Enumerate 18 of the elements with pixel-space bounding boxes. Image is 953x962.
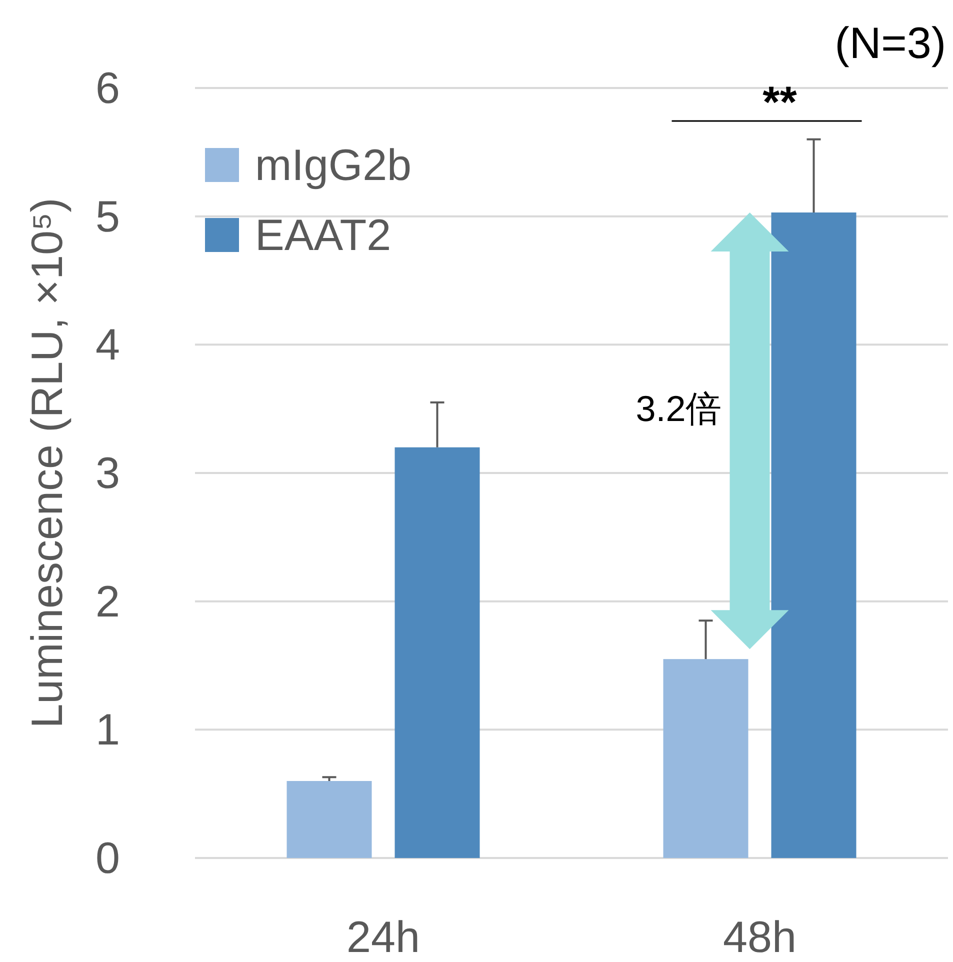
y-tick-label: 1 [96, 706, 120, 755]
y-tick-label: 5 [96, 192, 120, 242]
bar [394, 447, 480, 858]
bar [663, 659, 748, 858]
y-axis-title: Luminescence (RLU, ×10⁵) [23, 198, 72, 728]
bar [286, 781, 372, 858]
text: (N=3) [834, 19, 946, 68]
y-tick-label: 0 [96, 834, 120, 883]
legend-label: mIgG2b [255, 141, 412, 190]
y-tick-label: 2 [96, 577, 120, 626]
y-tick-label: 4 [96, 320, 120, 370]
annotation: ** [762, 78, 798, 127]
legend-label: EAAT2 [255, 211, 392, 260]
x-tick-label: 48h [723, 913, 796, 962]
annotation: 3.2倍 [636, 388, 722, 429]
y-tick-label: 6 [96, 64, 120, 113]
y-tick-label: 3 [96, 449, 120, 498]
x-tick-label: 24h [346, 913, 420, 962]
